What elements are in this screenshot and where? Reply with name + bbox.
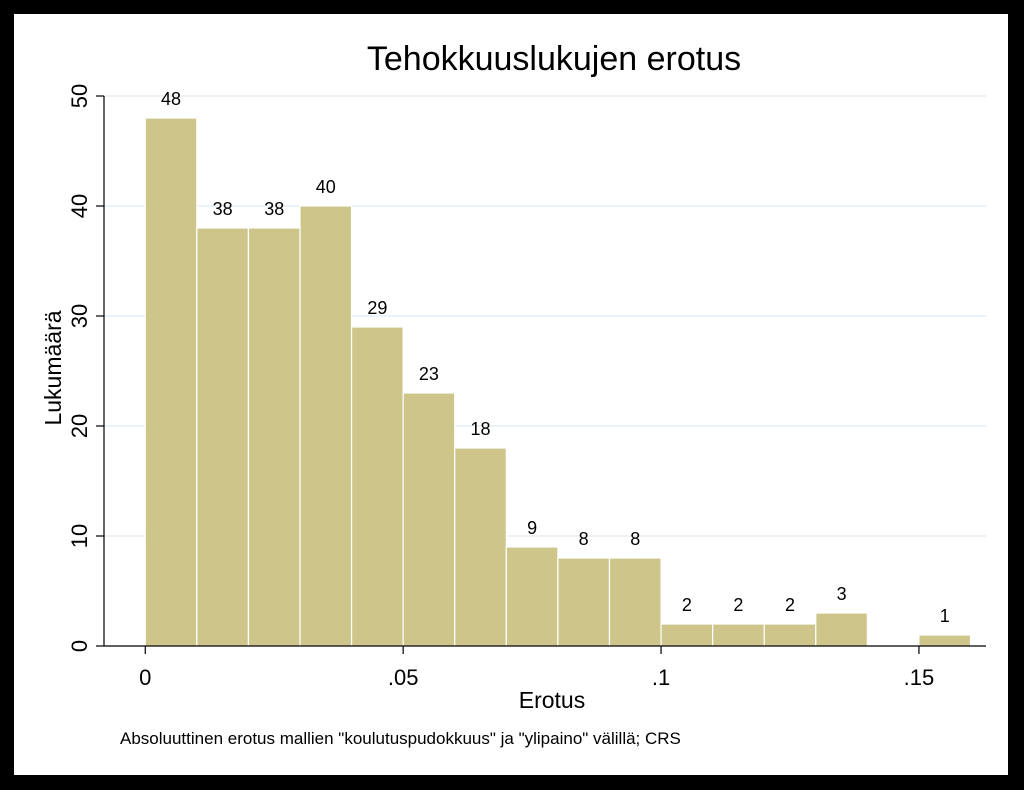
bar-value-label: 40 xyxy=(316,177,336,197)
x-tick-label: .15 xyxy=(904,665,935,690)
histogram-bar xyxy=(196,227,250,647)
bars xyxy=(144,117,972,647)
bar-value-label: 48 xyxy=(161,89,181,109)
histogram-bar xyxy=(350,326,404,647)
histogram-bar xyxy=(454,447,507,647)
bar-value-label: 1 xyxy=(940,606,950,626)
chart-title: Tehokkuuslukujen erotus xyxy=(367,40,741,78)
chart-note: Absoluuttinen erotus mallien "koulutuspu… xyxy=(120,729,681,748)
bar-value-label: 9 xyxy=(527,518,537,538)
histogram-bar xyxy=(660,623,714,647)
y-tick-label: 10 xyxy=(67,524,92,548)
bar-value-label: 38 xyxy=(264,199,284,219)
histogram-bar xyxy=(815,612,868,647)
y-axis-label: Lukumäärä xyxy=(40,310,66,425)
bar-value-label: 38 xyxy=(213,199,233,219)
y-tick-label: 50 xyxy=(67,84,92,108)
y-tick-label: 0 xyxy=(67,640,92,652)
histogram-bar xyxy=(299,205,353,647)
x-tick-label: 0 xyxy=(139,665,151,690)
bar-value-label: 8 xyxy=(630,529,640,549)
histogram-bar xyxy=(712,623,765,647)
histogram-bar xyxy=(247,227,301,647)
y-tick-label: 30 xyxy=(67,304,92,328)
histogram-bar xyxy=(763,623,817,647)
bar-value-label: 18 xyxy=(471,419,491,439)
bar-value-label: 23 xyxy=(419,364,439,384)
bar-value-label: 2 xyxy=(733,595,743,615)
y-tick-label: 40 xyxy=(67,194,92,218)
histogram-bar xyxy=(402,392,456,647)
histogram-bar xyxy=(144,117,198,647)
histogram-bar xyxy=(918,634,972,647)
y-axis-ticks: 0 10 20 30 40 50 xyxy=(67,84,104,652)
y-tick-label: 20 xyxy=(67,414,92,438)
x-tick-label: .05 xyxy=(388,665,419,690)
chart-frame: 48 38 38 40 29 23 18 9 8 8 2 2 2 3 1 0 10 20 30 40 50 0.05.… xyxy=(14,14,1008,775)
bar-value-label: 3 xyxy=(837,584,847,604)
bar-value-label: 8 xyxy=(579,529,589,549)
x-axis-label: Erotus xyxy=(519,687,585,713)
histogram-bar xyxy=(505,546,559,647)
histogram-bar xyxy=(608,557,662,647)
x-axis-ticks: 0 .05 .1 .15 xyxy=(139,646,934,690)
histogram-bar xyxy=(557,557,611,647)
bar-value-label: 2 xyxy=(682,595,692,615)
x-tick-label: .1 xyxy=(652,665,670,690)
bar-value-label: 29 xyxy=(367,298,387,318)
bar-value-label: 2 xyxy=(785,595,795,615)
